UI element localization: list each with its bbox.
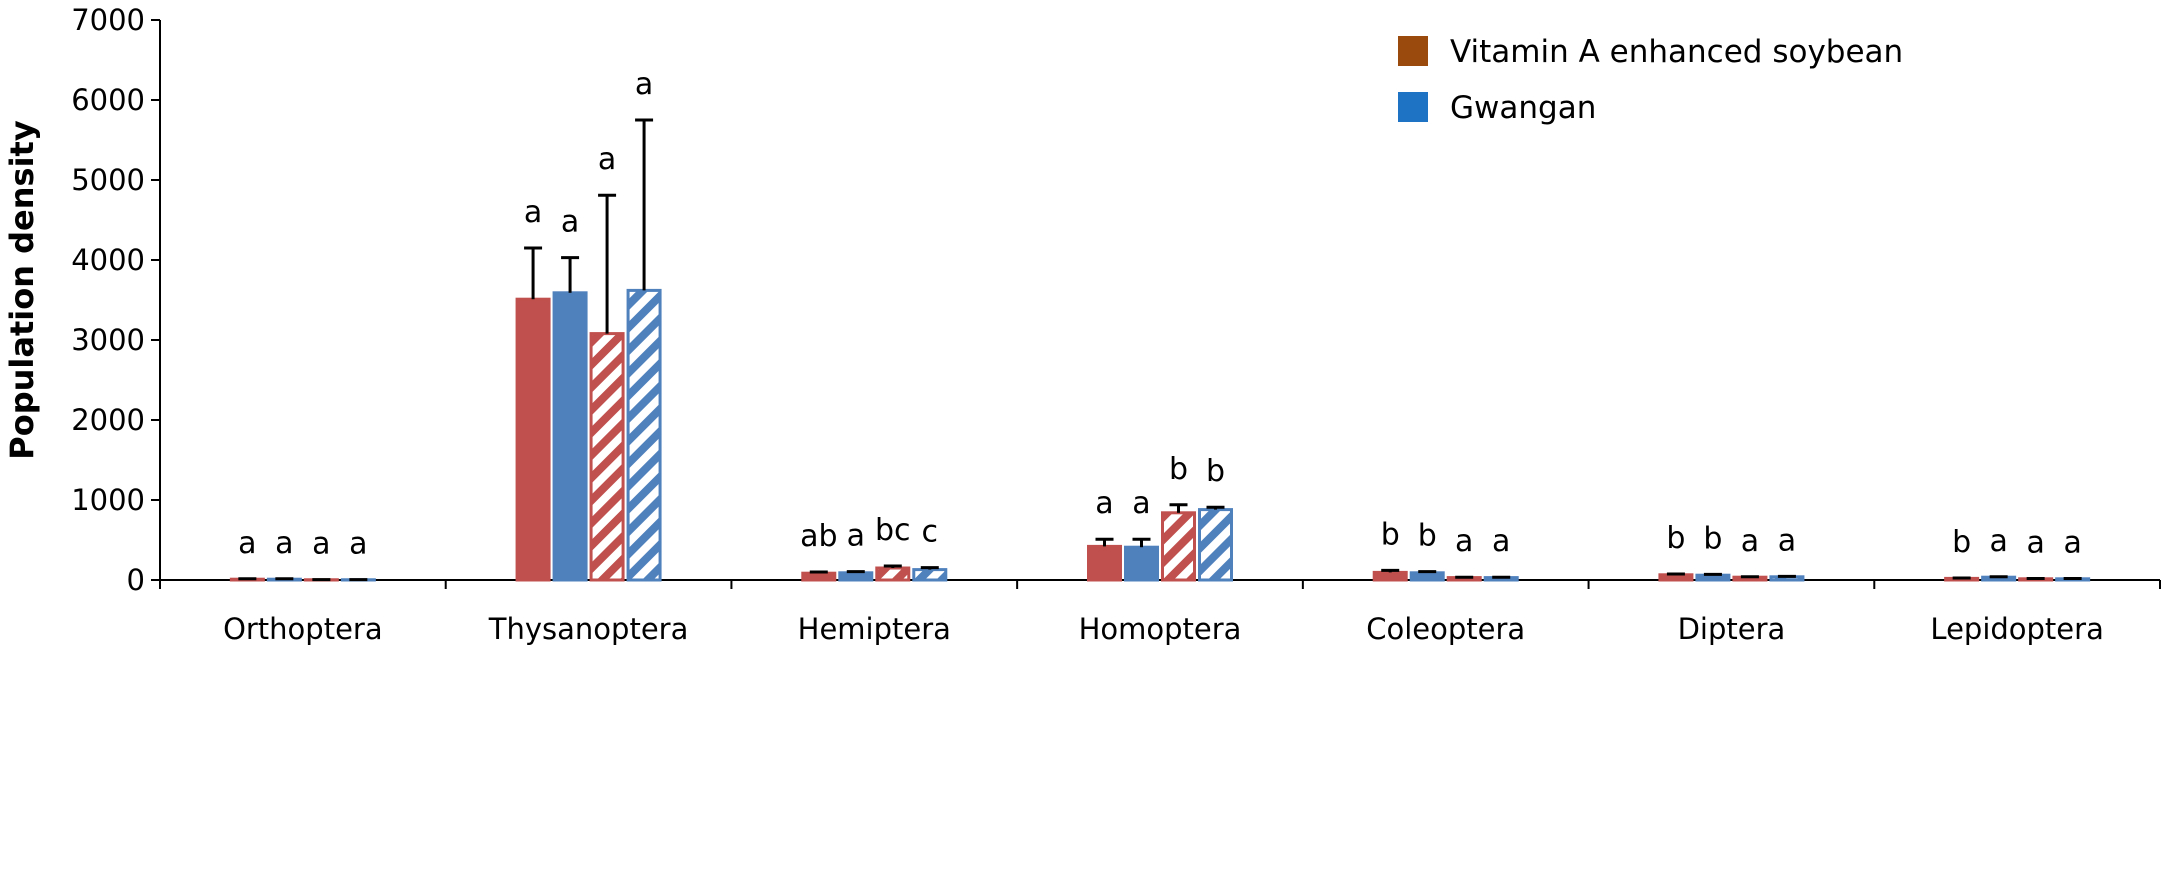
bar-hemiptera-2 [838,571,874,582]
category-label: Orthoptera [223,612,383,646]
significance-letter: b [1169,452,1188,487]
significance-letter: a [561,205,579,240]
y-tick-label: 0 [127,563,145,597]
significance-letter: a [847,519,865,554]
bar-diptera-1 [1658,573,1694,582]
significance-letter: a [238,526,256,561]
significance-letter: a [312,527,330,562]
significance-letter: b [1206,454,1225,489]
category-label: Diptera [1678,612,1786,646]
significance-letter: b [1381,517,1400,552]
category-label: Lepidoptera [1930,612,2103,646]
y-tick-label: 3000 [71,323,145,357]
legend-swatch-vitamin-a [1398,36,1428,66]
y-ticks: 0 1000 2000 3000 4000 5000 6000 7000 [71,3,160,597]
significance-letter: a [349,527,367,562]
bars [229,288,2091,582]
error-bars [238,118,2082,582]
significance-letter: a [1741,524,1759,559]
category-label: Thysanoptera [488,612,689,646]
significance-letter: a [1778,523,1796,558]
significance-letter: a [1455,524,1473,559]
legend: Vitamin A enhanced soybean Gwangan [1398,34,1903,126]
bar-diptera-2 [1695,573,1731,582]
bar-thysanoptera-4 [626,288,662,582]
legend-label-vitamin-a: Vitamin A enhanced soybean [1450,34,1903,70]
category-labels: Orthoptera Thysanoptera Hemiptera Homoptera… [223,612,2104,646]
axes [159,20,2161,589]
y-tick-label: 5000 [71,163,145,197]
bar-thysanoptera-3 [589,332,625,582]
significance-letter: a [1132,486,1150,521]
significance-letter: a [1989,524,2007,559]
y-axis-label: Population density [3,120,41,460]
category-label: Homoptera [1079,612,1242,646]
significance-letter: a [598,142,616,177]
significance-letter: a [2026,526,2044,561]
bar-homoptera-1 [1087,544,1122,582]
bar-homoptera-4 [1198,508,1233,582]
bar-coleoptera-1 [1372,570,1408,582]
bar-coleoptera-2 [1409,571,1445,582]
significance-letter: ab [800,519,837,554]
legend-label-gwangan: Gwangan [1450,90,1596,126]
bar-hemiptera-1 [801,571,837,582]
y-tick-label: 6000 [71,83,145,117]
y-tick-label: 1000 [71,483,145,517]
significance-letter: a [1095,486,1113,521]
significance-letter: a [524,195,542,230]
category-label: Coleoptera [1366,612,1525,646]
significance-letter: c [922,515,939,550]
y-tick-label: 2000 [71,403,145,437]
significance-letter: b [1418,519,1437,554]
significance-letter: b [1952,525,1971,560]
category-label: Hemiptera [798,612,951,646]
bar-homoptera-3 [1161,511,1196,582]
significance-letter: b [1703,521,1722,556]
significance-letter: a [275,526,293,561]
bar-thysanoptera-2 [552,291,588,582]
y-tick-label: 7000 [71,3,145,37]
legend-swatch-gwangan [1398,92,1428,122]
y-tick-label: 4000 [71,243,145,277]
bar-hemiptera-3 [875,566,911,582]
bar-homoptera-2 [1124,545,1159,582]
significance-letter: bc [875,513,911,548]
significance-letter: a [2063,526,2081,561]
significance-letter: a [635,67,653,102]
significance-letter: a [1492,524,1510,559]
significance-letter: b [1666,521,1685,556]
bar-thysanoptera-1 [515,297,551,582]
bar-hemiptera-4 [912,568,948,582]
